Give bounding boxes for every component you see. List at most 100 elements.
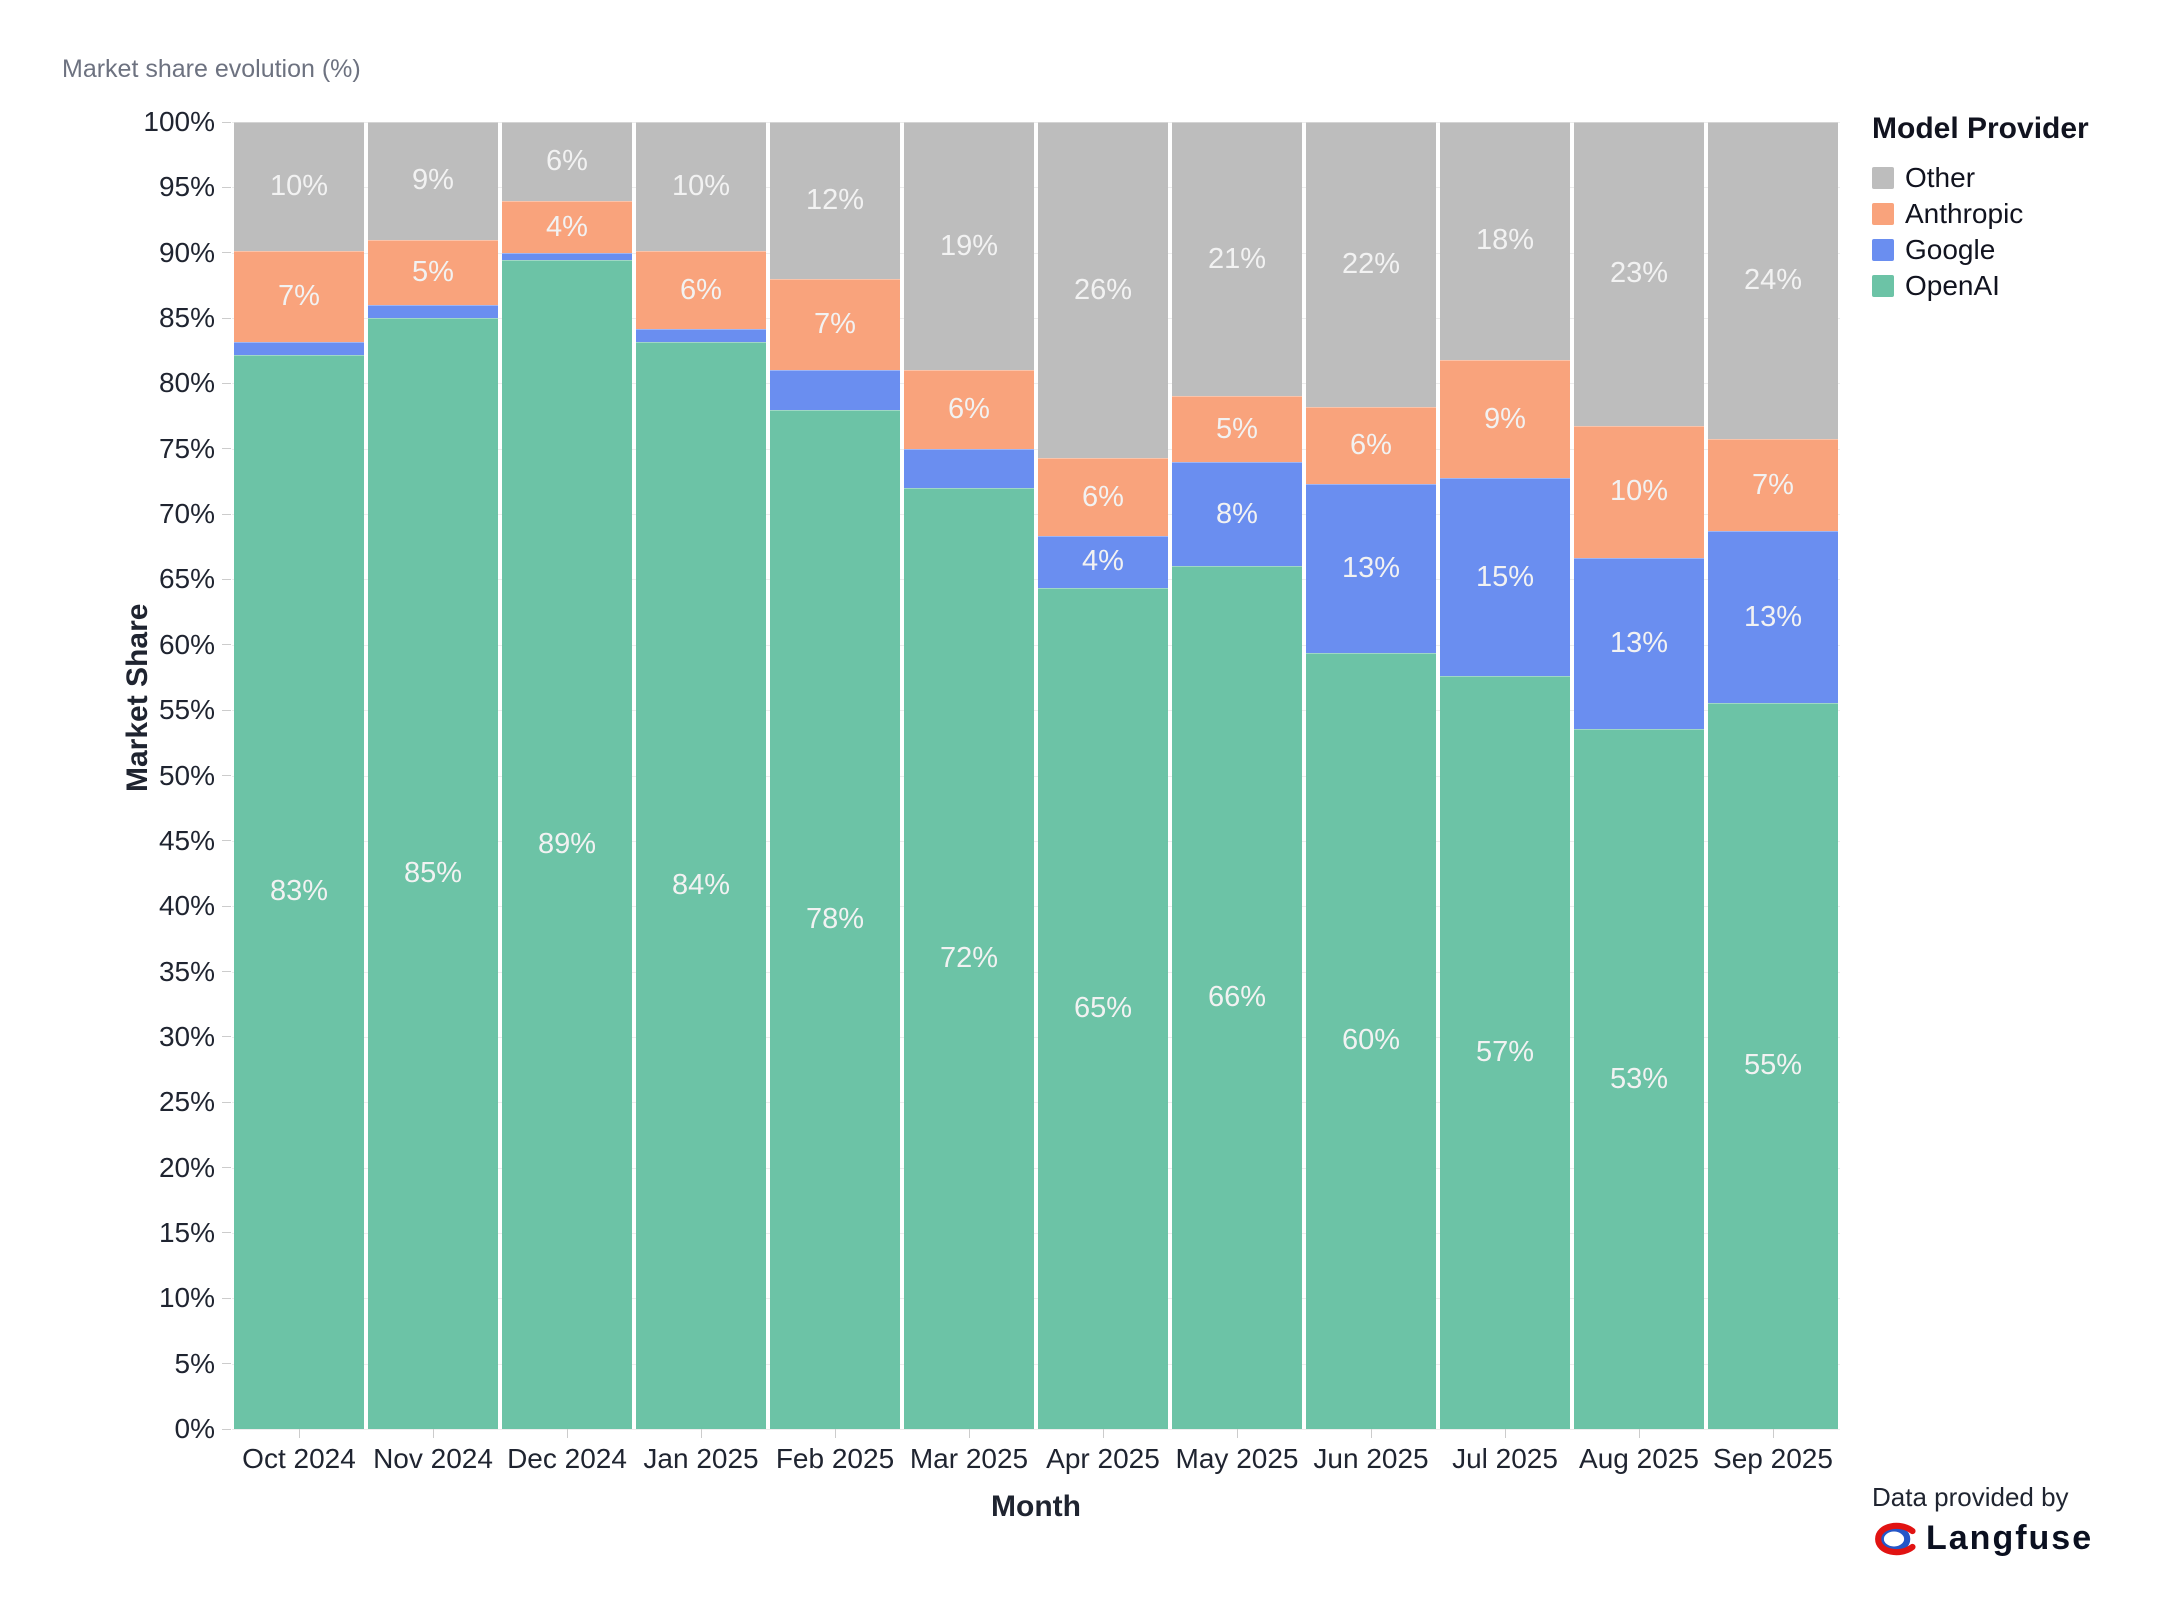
bar-segment-google-oct-2024[interactable] bbox=[234, 341, 364, 355]
y-tick-label-100: 100% bbox=[143, 106, 215, 137]
y-tick-label-60: 60% bbox=[158, 628, 215, 660]
bar-segment-anthropic-dec-2024[interactable]: 4% bbox=[502, 200, 632, 254]
bar-segment-anthropic-oct-2024[interactable]: 7% bbox=[234, 251, 364, 342]
y-tick-label-75: 75% bbox=[158, 432, 215, 464]
segment-value-label: 72% bbox=[939, 941, 999, 974]
bar-segment-anthropic-may-2025[interactable]: 5% bbox=[1172, 396, 1302, 462]
bar-segment-google-aug-2025[interactable]: 13% bbox=[1574, 557, 1704, 730]
y-tick-label-90: 90% bbox=[158, 236, 215, 268]
gridline bbox=[232, 318, 1840, 320]
bar-segment-google-may-2025[interactable]: 8% bbox=[1172, 461, 1302, 567]
segment-value-label: 6% bbox=[948, 393, 990, 426]
bar-feb-2025[interactable]: 12% 7% 78% bbox=[768, 122, 902, 1429]
bar-segment-other-nov-2024[interactable]: 9% bbox=[368, 122, 498, 240]
bar-segment-openai-aug-2025[interactable]: 53% bbox=[1574, 729, 1704, 1429]
legend-label: Google bbox=[1905, 234, 1996, 265]
bar-dec-2024[interactable]: 6% 4% 89% bbox=[500, 122, 634, 1429]
y-tick-mark bbox=[222, 840, 231, 842]
bar-segment-other-feb-2025[interactable]: 12% bbox=[770, 122, 900, 279]
y-tick-label-45: 45% bbox=[158, 824, 215, 856]
bar-jul-2025[interactable]: 18% 9% 15% 57% bbox=[1438, 122, 1572, 1429]
bar-segment-openai-oct-2024[interactable]: 83% bbox=[234, 354, 364, 1429]
legend-item-other[interactable]: Other bbox=[1872, 160, 2152, 196]
y-tick-label-30: 30% bbox=[158, 1020, 215, 1052]
y-tick-mark bbox=[222, 382, 231, 384]
x-label-aug-2025: Aug 2025 bbox=[1579, 1443, 1699, 1474]
bar-segment-openai-nov-2024[interactable]: 85% bbox=[368, 318, 498, 1429]
bar-segment-other-mar-2025[interactable]: 19% bbox=[904, 122, 1034, 371]
bar-segment-google-apr-2025[interactable]: 4% bbox=[1038, 536, 1168, 588]
bar-segment-other-may-2025[interactable]: 21% bbox=[1172, 122, 1302, 397]
bar-mar-2025[interactable]: 19% 6% 72% bbox=[902, 122, 1036, 1429]
bar-segment-anthropic-sep-2025[interactable]: 7% bbox=[1708, 438, 1838, 532]
bar-segment-other-jul-2025[interactable]: 18% bbox=[1440, 122, 1570, 360]
y-tick-label-70: 70% bbox=[158, 498, 215, 530]
gridline bbox=[232, 775, 1840, 777]
bar-segment-google-jul-2025[interactable]: 15% bbox=[1440, 478, 1570, 677]
gridline bbox=[232, 644, 1840, 646]
segment-value-label: 4% bbox=[1082, 545, 1124, 578]
bar-nov-2024[interactable]: 9% 5% 85% bbox=[366, 122, 500, 1429]
bar-segment-anthropic-nov-2024[interactable]: 5% bbox=[368, 239, 498, 305]
bar-segment-openai-jun-2025[interactable]: 60% bbox=[1306, 652, 1436, 1429]
bar-segment-other-jan-2025[interactable]: 10% bbox=[636, 122, 766, 252]
legend-swatch-google-icon bbox=[1872, 239, 1894, 261]
bar-aug-2025[interactable]: 23% 10% 13% 53% bbox=[1572, 122, 1706, 1429]
bar-segment-other-dec-2024[interactable]: 6% bbox=[502, 122, 632, 201]
bar-segment-google-mar-2025[interactable] bbox=[904, 448, 1034, 488]
y-tick-mark bbox=[222, 709, 231, 711]
bar-segment-openai-mar-2025[interactable]: 72% bbox=[904, 487, 1034, 1429]
bar-segment-google-feb-2025[interactable] bbox=[770, 370, 900, 410]
segment-value-label: 53% bbox=[1609, 1062, 1669, 1095]
gridline bbox=[232, 514, 1840, 516]
bar-segment-anthropic-jan-2025[interactable]: 6% bbox=[636, 251, 766, 330]
bar-segment-openai-dec-2024[interactable]: 89% bbox=[502, 259, 632, 1429]
bar-sep-2025[interactable]: 24% 7% 13% 55% bbox=[1706, 122, 1840, 1429]
gridline bbox=[232, 840, 1840, 842]
bar-segment-other-aug-2025[interactable]: 23% bbox=[1574, 122, 1704, 426]
bar-jun-2025[interactable]: 22% 6% 13% 60% bbox=[1304, 122, 1438, 1429]
bar-segment-other-jun-2025[interactable]: 22% bbox=[1306, 122, 1436, 407]
segment-value-label: 89% bbox=[537, 827, 597, 860]
x-label-dec-2024: Dec 2024 bbox=[507, 1443, 627, 1474]
x-tick-mark bbox=[1103, 1429, 1104, 1438]
bar-segment-openai-apr-2025[interactable]: 65% bbox=[1038, 587, 1168, 1429]
y-axis-tick-labels: 0% 5% 10% 15% 20% 25% 30% 35% 40% 45% 50% 55% 60% 65%… bbox=[0, 106, 215, 1444]
legend-item-openai[interactable]: OpenAI bbox=[1872, 268, 2152, 304]
bar-segment-anthropic-feb-2025[interactable]: 7% bbox=[770, 278, 900, 371]
bar-oct-2024[interactable]: 10% 7% 83% bbox=[232, 122, 366, 1429]
bar-segment-openai-sep-2025[interactable]: 55% bbox=[1708, 702, 1838, 1429]
legend-item-anthropic[interactable]: Anthropic bbox=[1872, 196, 2152, 232]
segment-value-label: 23% bbox=[1609, 257, 1669, 290]
bar-segment-google-sep-2025[interactable]: 13% bbox=[1708, 531, 1838, 703]
bar-segment-openai-jan-2025[interactable]: 84% bbox=[636, 341, 766, 1429]
bar-segment-other-apr-2025[interactable]: 26% bbox=[1038, 122, 1168, 459]
y-tick-mark bbox=[222, 317, 231, 319]
bar-segment-anthropic-jul-2025[interactable]: 9% bbox=[1440, 359, 1570, 479]
bar-segment-google-dec-2024[interactable] bbox=[502, 253, 632, 260]
segment-value-label: 66% bbox=[1207, 981, 1267, 1014]
bar-segment-other-sep-2025[interactable]: 24% bbox=[1708, 122, 1838, 439]
y-tick-label-20: 20% bbox=[158, 1151, 215, 1183]
bar-segment-google-nov-2024[interactable] bbox=[368, 304, 498, 319]
bar-segment-openai-feb-2025[interactable]: 78% bbox=[770, 409, 900, 1429]
legend-swatch-other-icon bbox=[1872, 167, 1894, 189]
y-tick-mark bbox=[222, 186, 231, 188]
legend-item-google[interactable]: Google bbox=[1872, 232, 2152, 268]
bar-segment-anthropic-mar-2025[interactable]: 6% bbox=[904, 370, 1034, 449]
bar-segment-anthropic-apr-2025[interactable]: 6% bbox=[1038, 458, 1168, 537]
y-tick-mark bbox=[222, 252, 231, 254]
bar-segment-other-oct-2024[interactable]: 10% bbox=[234, 122, 364, 252]
segment-value-label: 10% bbox=[269, 170, 329, 203]
bar-segment-openai-may-2025[interactable]: 66% bbox=[1172, 566, 1302, 1429]
bar-may-2025[interactable]: 21% 5% 8% 66% bbox=[1170, 122, 1304, 1429]
bar-segment-anthropic-jun-2025[interactable]: 6% bbox=[1306, 406, 1436, 485]
bar-segment-anthropic-aug-2025[interactable]: 10% bbox=[1574, 425, 1704, 558]
legend-label: Other bbox=[1905, 162, 1976, 193]
bar-segment-google-jan-2025[interactable] bbox=[636, 329, 766, 342]
y-tick-label-85: 85% bbox=[158, 302, 215, 334]
bar-jan-2025[interactable]: 10% 6% 84% bbox=[634, 122, 768, 1429]
bar-segment-openai-jul-2025[interactable]: 57% bbox=[1440, 676, 1570, 1429]
bar-segment-google-jun-2025[interactable]: 13% bbox=[1306, 484, 1436, 653]
bar-apr-2025[interactable]: 26% 6% 4% 65% bbox=[1036, 122, 1170, 1429]
